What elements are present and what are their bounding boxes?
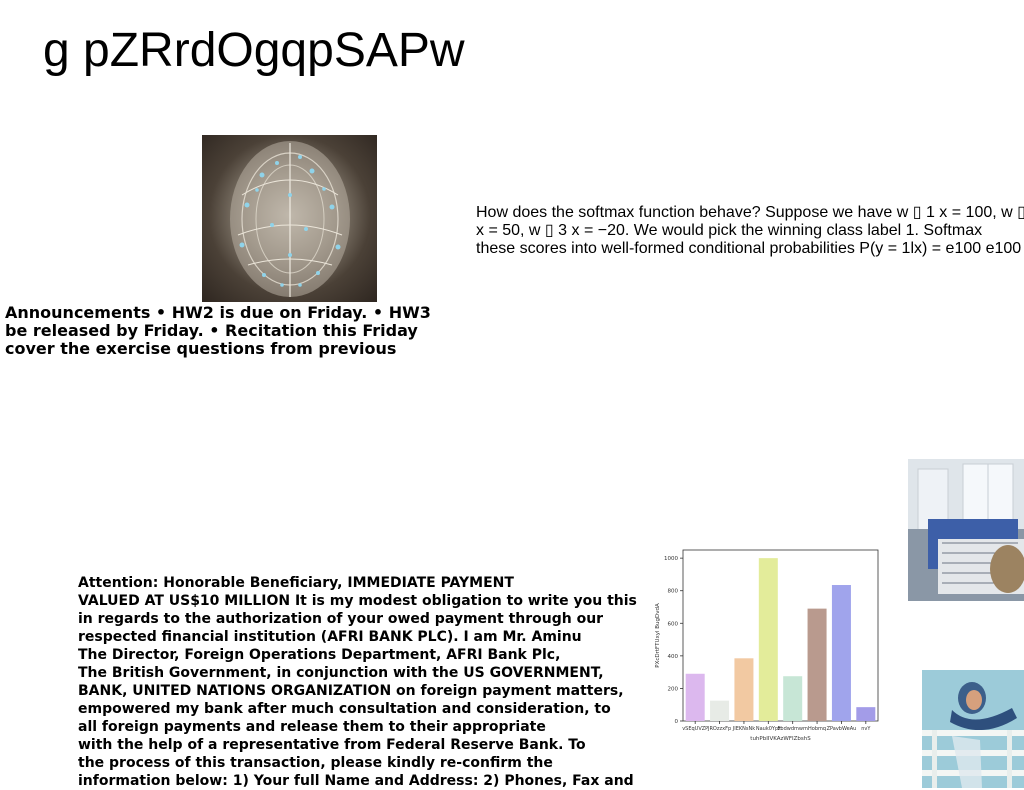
bar: [710, 700, 730, 721]
x-axis-label: tuhPbIIVKAzWFIZbshS: [750, 736, 811, 742]
letter-line: VALUED AT US$10 MILLION It is my modest …: [78, 593, 637, 609]
y-tick-label: 0: [675, 719, 679, 725]
letter-line: Attention: Honorable Beneficiary, IMMEDI…: [78, 575, 514, 591]
y-tick-label: 400: [668, 654, 679, 660]
x-tick-label: vSEqUVZP: [682, 726, 708, 732]
letter-line: in regards to the authorization of your …: [78, 611, 604, 627]
woman-scene: [922, 670, 1024, 788]
letter-line: empowered my bank after much consultatio…: [78, 701, 611, 717]
letter-line: information below: 1) Your full Name and…: [78, 773, 634, 789]
bar: [734, 658, 754, 721]
bar-chart-svg: 0 200 400 600 800 1000 vSEqUVZP JROzzxFp JIEKNsN…: [655, 549, 879, 742]
announcement-line: cover the exercise questions from previo…: [5, 339, 397, 358]
bar: [831, 585, 851, 721]
letter-line: with the help of a representative from F…: [78, 737, 586, 753]
softmax-line: How does the softmax function behave? Su…: [476, 204, 1024, 221]
y-tick-label: 600: [668, 621, 679, 627]
letter-text: Attention: Honorable Beneficiary, IMMEDI…: [78, 574, 648, 790]
y-axis-label: PXcDrtFTUxyl BugDvdA: [655, 603, 661, 668]
page-title: g pZRrdOgqpSAPw: [43, 24, 465, 77]
x-tick-label: Hobmq: [808, 726, 826, 732]
y-tick-label: 1000: [664, 556, 678, 562]
y-tick-label: 800: [668, 589, 679, 595]
bar: [807, 608, 827, 721]
bedroom-scene: [908, 459, 1024, 601]
announcement-line: Announcements • HW2 is due on Friday. • …: [5, 303, 431, 322]
bar: [758, 558, 778, 721]
letter-line: The Director, Foreign Operations Departm…: [78, 647, 561, 663]
x-tick-label: ZPavbWeAu: [827, 726, 857, 732]
bar-chart: 0 200 400 600 800 1000 vSEqUVZP JROzzxFp JIEKNsN…: [650, 545, 885, 745]
plot-frame: [682, 549, 879, 722]
letter-line: The British Government, in conjunction w…: [78, 665, 604, 681]
x-tick-label: Fbdwdmwm: [778, 726, 808, 732]
y-tick-label: 200: [668, 686, 679, 692]
bar: [856, 707, 876, 721]
bar: [783, 676, 803, 721]
brain-image: [202, 135, 377, 302]
x-tick-label: nvY: [861, 726, 871, 732]
announcements-text: Announcements • HW2 is due on Friday. • …: [5, 304, 445, 358]
bedroom-photo: [908, 459, 1024, 601]
announcement-line: be released by Friday. • Recitation this…: [5, 321, 418, 340]
x-tick-label: JIEKNsNk: [732, 726, 755, 732]
letter-line: BANK, UNITED NATIONS ORGANIZATION on for…: [78, 683, 624, 699]
softmax-line: these scores into well-formed conditiona…: [476, 240, 1022, 257]
letter-line: the process of this transaction, please …: [78, 755, 553, 771]
letter-line: all foreign payments and release them to…: [78, 719, 546, 735]
x-tick-label: JROzzxFp: [707, 726, 731, 732]
letter-line: respected financial institution (AFRI BA…: [78, 629, 582, 645]
woman-photo: [922, 670, 1024, 788]
softmax-explanation: How does the softmax function behave? Su…: [476, 204, 1024, 258]
softmax-line: x = 50, w ▯ 3 x = −20. We would pick the…: [476, 222, 983, 239]
brain-illustration: [230, 141, 350, 297]
bar: [685, 673, 705, 721]
x-tick-label: Nauk0Ypz: [756, 726, 781, 732]
